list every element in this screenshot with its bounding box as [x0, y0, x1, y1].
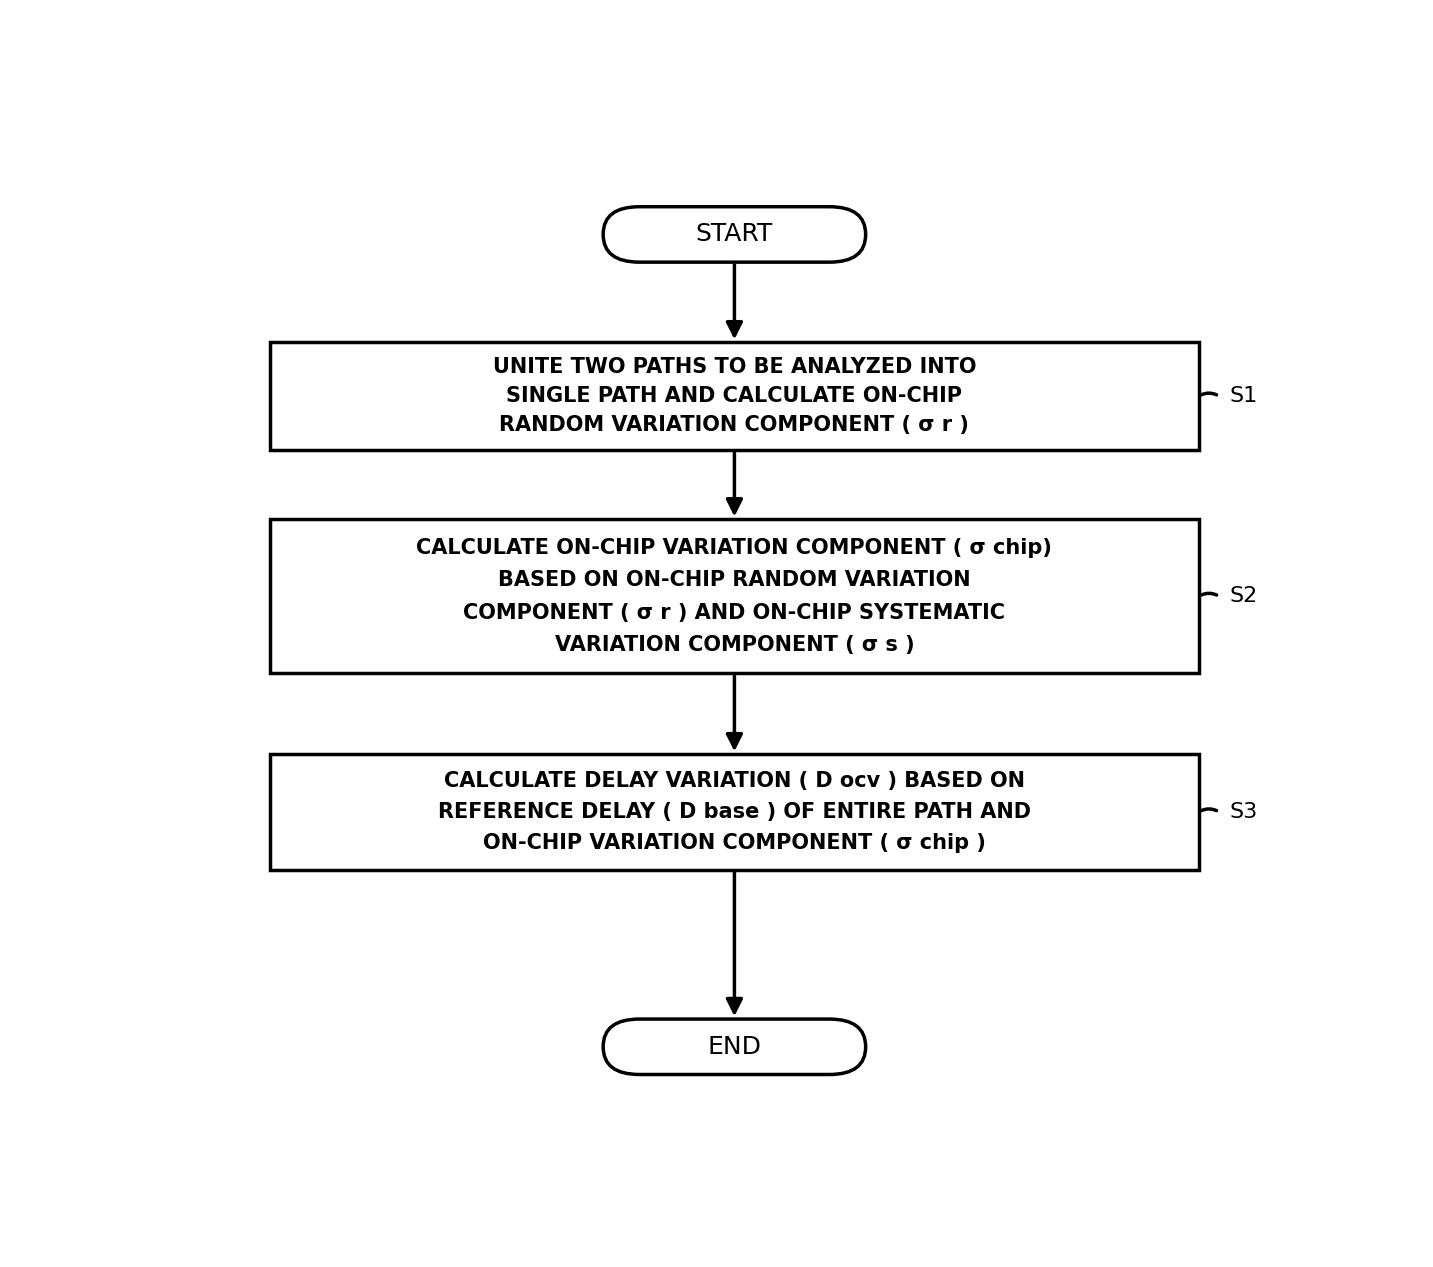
Text: UNITE TWO PATHS TO BE ANALYZED INTO: UNITE TWO PATHS TO BE ANALYZED INTO [493, 357, 976, 376]
Text: S3: S3 [1230, 802, 1257, 822]
Text: END: END [708, 1035, 761, 1059]
Text: ON-CHIP VARIATION COMPONENT ( σ chip ): ON-CHIP VARIATION COMPONENT ( σ chip ) [483, 832, 986, 853]
Bar [269, 754, 1199, 869]
Text: VARIATION COMPONENT ( σ s ): VARIATION COMPONENT ( σ s ) [555, 635, 914, 655]
Text: SINGLE PATH AND CALCULATE ON-CHIP: SINGLE PATH AND CALCULATE ON-CHIP [506, 386, 963, 407]
Text: RANDOM VARIATION COMPONENT ( σ r ): RANDOM VARIATION COMPONENT ( σ r ) [500, 416, 969, 436]
Text: CALCULATE DELAY VARIATION ( D ocv ) BASED ON: CALCULATE DELAY VARIATION ( D ocv ) BASE… [444, 772, 1025, 791]
Bar [269, 342, 1199, 450]
Text: REFERENCE DELAY ( D base ) OF ENTIRE PATH AND: REFERENCE DELAY ( D base ) OF ENTIRE PAT… [438, 802, 1030, 822]
Text: S1: S1 [1230, 386, 1257, 407]
Text: BASED ON ON-CHIP RANDOM VARIATION: BASED ON ON-CHIP RANDOM VARIATION [499, 570, 970, 590]
FancyBboxPatch shape [603, 207, 866, 262]
Text: S2: S2 [1230, 587, 1257, 607]
Bar [269, 519, 1199, 673]
Text: START: START [696, 223, 772, 246]
Text: COMPONENT ( σ r ) AND ON-CHIP SYSTEMATIC: COMPONENT ( σ r ) AND ON-CHIP SYSTEMATIC [463, 603, 1006, 622]
Text: CALCULATE ON-CHIP VARIATION COMPONENT ( σ chip): CALCULATE ON-CHIP VARIATION COMPONENT ( … [417, 537, 1052, 557]
FancyBboxPatch shape [603, 1019, 866, 1074]
